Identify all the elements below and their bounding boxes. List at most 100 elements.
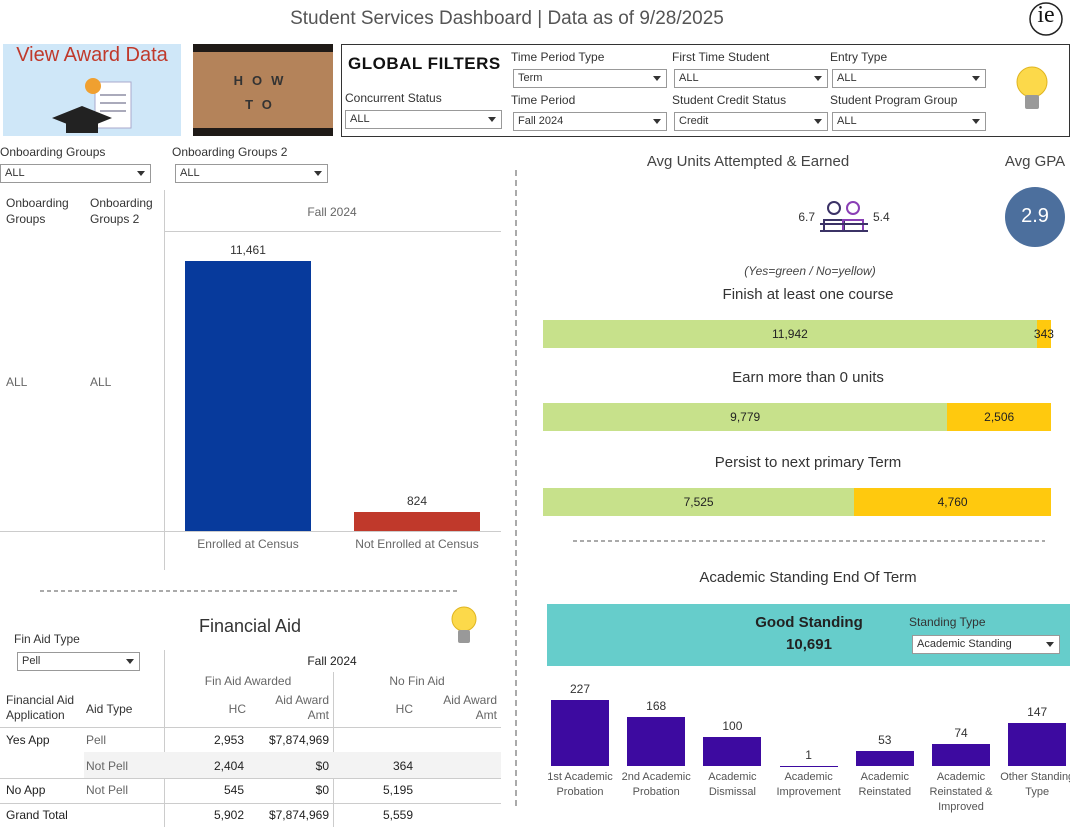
filter-label: Onboarding Groups: [0, 145, 106, 159]
bulb-icon: [451, 606, 477, 643]
filter-label: Entry Type: [830, 50, 888, 64]
bar-segment: [1036, 320, 1051, 348]
bar: [855, 750, 914, 766]
gpa-circle: [1005, 187, 1065, 247]
row-stripe: [84, 752, 501, 778]
table-cell: 5,902: [213, 808, 244, 822]
chart-title: Finish at least one course: [722, 286, 894, 303]
category-label: Academic Dismissal: [708, 771, 757, 798]
measure-header: Aid Award Amt: [443, 693, 497, 722]
value-label: 9,779: [730, 410, 761, 424]
bar: [185, 261, 311, 531]
dropdown[interactable]: ALL: [832, 69, 986, 88]
filter-label: Student Program Group: [830, 93, 958, 107]
column-header: Fall 2024: [307, 205, 357, 219]
howto-tile-bg: [193, 44, 333, 136]
bar-segment: [543, 320, 1037, 348]
kpi-title: Avg GPA: [1004, 153, 1066, 170]
value-label: 1: [805, 747, 812, 762]
chart-note: (Yes=green / No=yellow): [744, 264, 876, 278]
bar: [551, 700, 609, 766]
bar-segment: [947, 403, 1051, 431]
dropdown[interactable]: ALL: [345, 110, 502, 129]
medal: [85, 78, 101, 94]
filter-label: Fin Aid Type: [14, 632, 80, 646]
bar: [627, 717, 686, 766]
category-label: Academic Improvement: [776, 771, 841, 798]
bar-segment: [543, 488, 855, 516]
logo: ie: [1037, 2, 1055, 28]
value-label: 100: [722, 718, 743, 733]
filter-label: Time Period: [511, 93, 576, 107]
table-cell: Yes App: [6, 733, 50, 747]
value-label: 53: [878, 732, 892, 747]
rule: [0, 803, 501, 804]
kpi-value: 6.7: [798, 210, 815, 224]
kpi-value: 5.4: [873, 210, 890, 224]
dropdown[interactable]: Pell: [17, 652, 140, 671]
dropdown[interactable]: Term: [513, 69, 667, 88]
table-cell: $7,874,969: [268, 733, 329, 747]
measure-header: HC: [395, 702, 413, 716]
table-cell: Not Pell: [86, 783, 129, 797]
table-cell: 5,195: [382, 783, 413, 797]
category-label: Academic Reinstated: [858, 771, 912, 798]
kpi-value: 10,691: [786, 636, 832, 653]
dropdown[interactable]: Credit: [674, 112, 828, 131]
dropdown[interactable]: ALL: [832, 112, 986, 131]
dropdown[interactable]: Fall 2024: [513, 112, 667, 131]
category-label: Not Enrolled at Census: [355, 537, 479, 551]
howto-letters: TO: [245, 97, 281, 112]
award-tile-text: View Award Data: [16, 44, 168, 66]
value-label: 7,525: [683, 495, 714, 509]
value-label: 2,506: [984, 410, 1015, 424]
table-cell: 5,559: [382, 808, 413, 822]
rule: [0, 727, 501, 728]
measure-header: Aid Award Amt: [275, 693, 329, 722]
value-label: 11,942: [772, 327, 808, 341]
column-header: Fall 2024: [307, 654, 357, 668]
rule: [333, 672, 334, 827]
dropdown[interactable]: ALL: [0, 164, 151, 183]
rule: [0, 778, 501, 779]
howto-band: [193, 44, 333, 52]
chart-title: Earn more than 0 units: [732, 369, 884, 386]
value-label: 74: [954, 726, 968, 741]
dropdown[interactable]: ALL: [175, 164, 328, 183]
kpi-label: Good Standing: [755, 614, 863, 631]
table-cell: $0: [315, 759, 329, 773]
dropdown[interactable]: ALL: [674, 69, 828, 88]
group-header: Fin Aid Awarded: [204, 674, 292, 688]
chart-title: Academic Standing End Of Term: [699, 569, 917, 586]
row-header: Onboarding Groups 2: [90, 196, 153, 226]
value-label: 227: [569, 682, 591, 696]
bar: [932, 744, 990, 766]
table-cell: 364: [392, 759, 413, 773]
row-header: Financial Aid Application: [6, 693, 75, 722]
grad-cap-base: [66, 121, 98, 133]
group-header: No Fin Aid: [389, 674, 445, 688]
table-cell: Pell: [86, 733, 107, 747]
bar: [354, 511, 480, 531]
row-value: ALL: [90, 375, 112, 389]
chart-title: Persist to next primary Term: [714, 454, 902, 471]
dropdown[interactable]: Academic Standing: [912, 635, 1060, 654]
value-label: 343: [1033, 327, 1054, 341]
rule: [0, 531, 501, 532]
page-title: Student Services Dashboard | Data as of …: [290, 8, 724, 29]
filter-label: Standing Type: [909, 615, 986, 629]
bar: [703, 736, 762, 766]
value-label: 824: [406, 493, 428, 508]
people-icon: [820, 201, 868, 232]
filter-label: First Time Student: [672, 50, 770, 64]
category-label: Academic Reinstated & Improved: [929, 771, 993, 813]
category-label: 2nd Academic Probation: [621, 771, 691, 798]
logo-ring: [1029, 2, 1063, 36]
row-value: ALL: [6, 375, 28, 389]
bar: [1008, 723, 1067, 766]
filter-label: Student Credit Status: [672, 93, 787, 107]
howto-band: [193, 128, 333, 136]
category-label: Enrolled at Census: [197, 537, 299, 551]
